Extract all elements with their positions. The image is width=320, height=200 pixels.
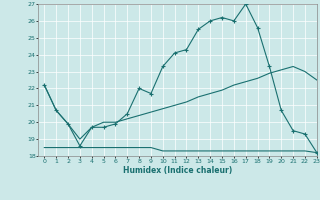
X-axis label: Humidex (Indice chaleur): Humidex (Indice chaleur) (123, 166, 232, 175)
